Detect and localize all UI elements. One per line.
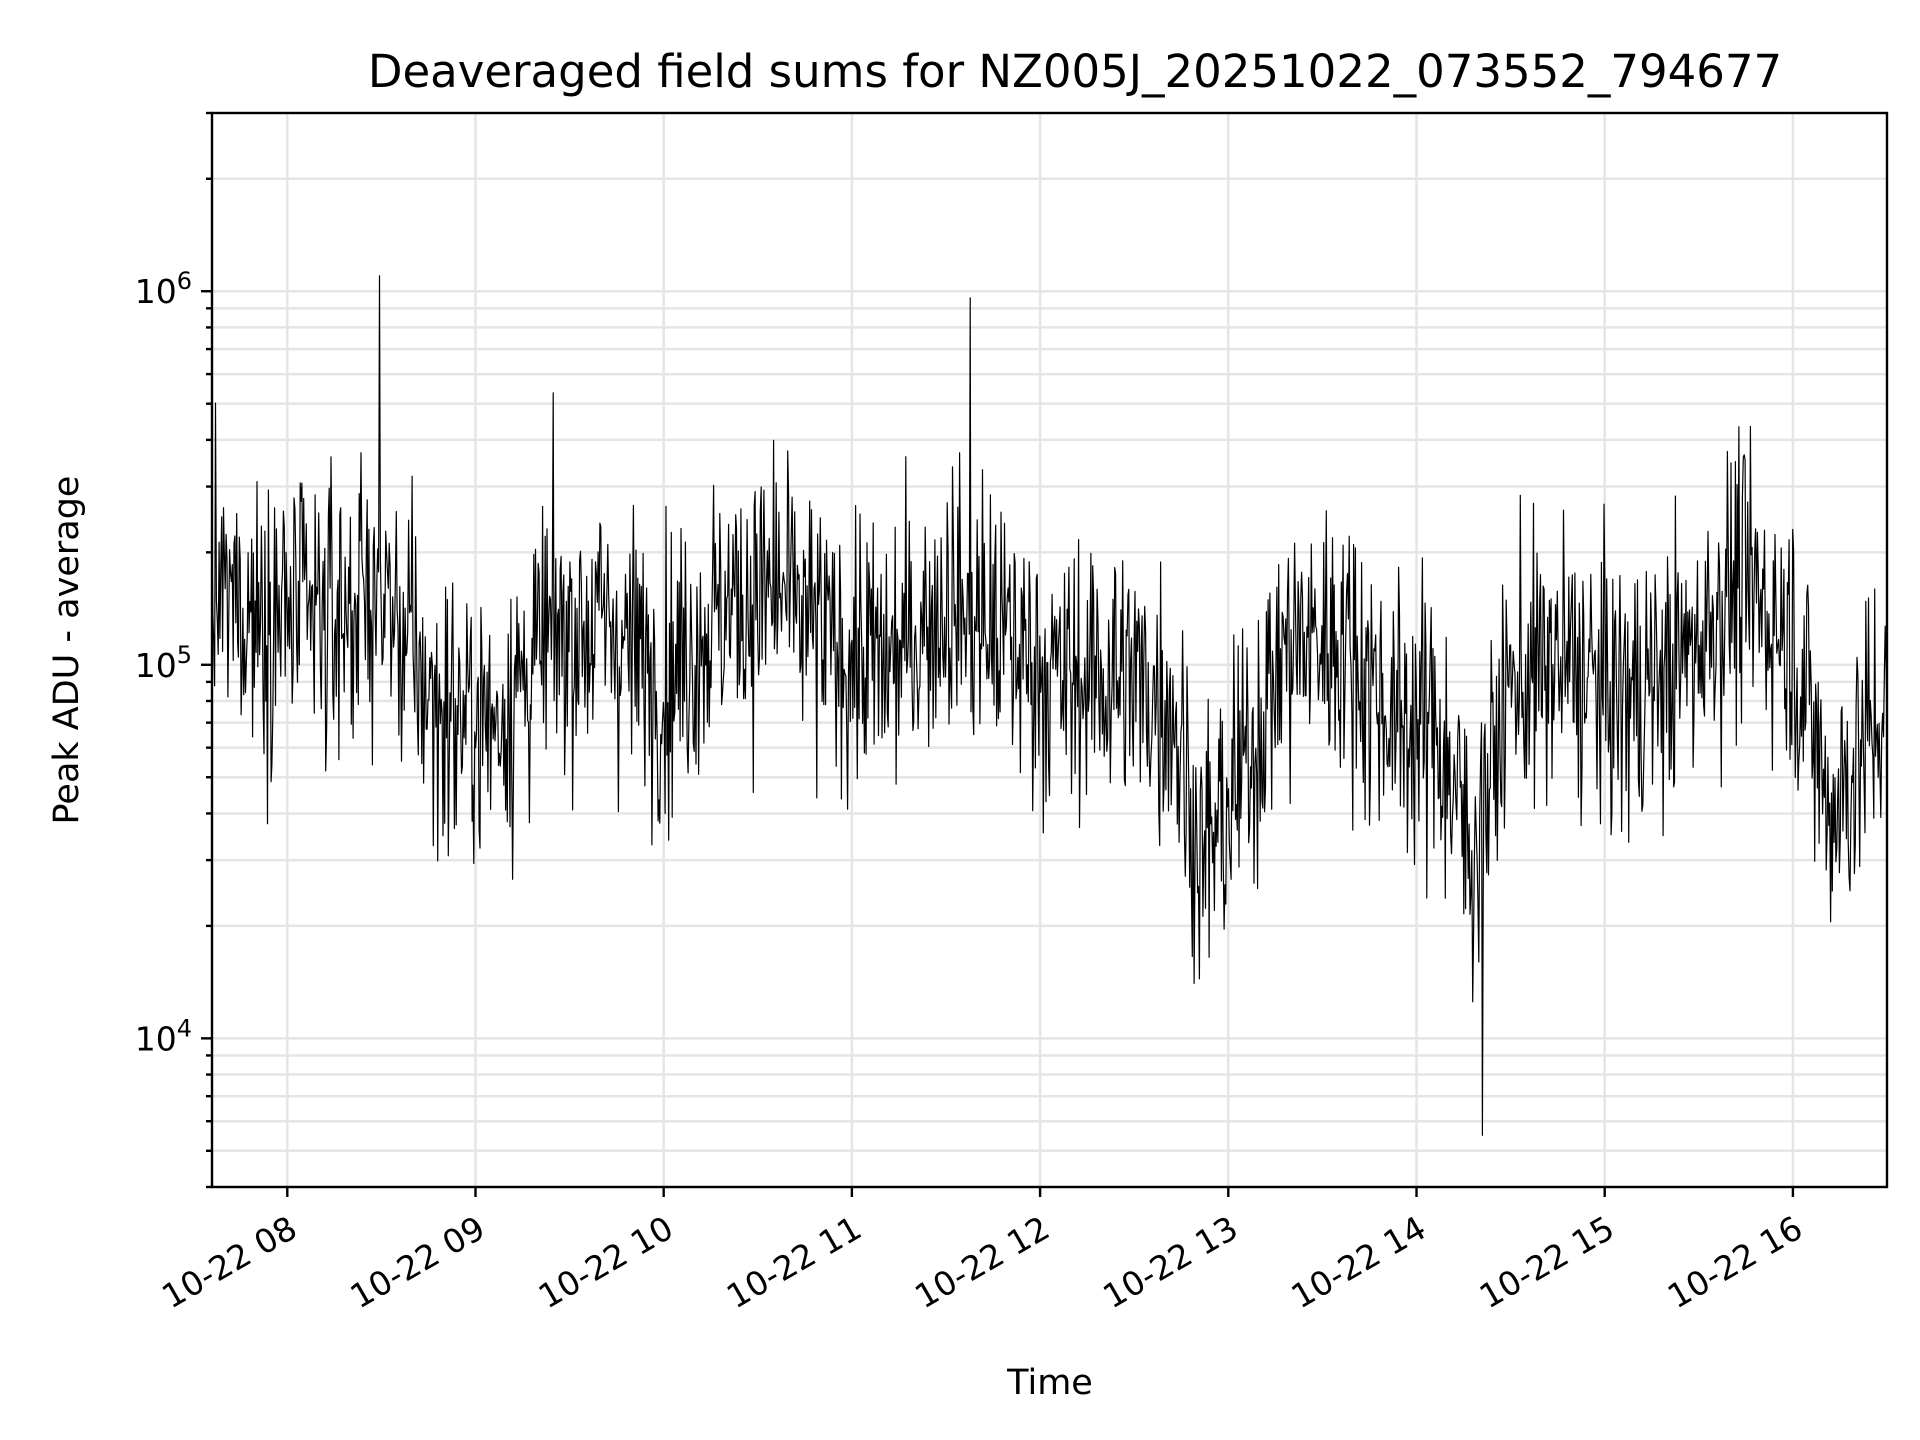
chart-title: Deaveraged field sums for NZ005J_2025102… (368, 45, 1782, 98)
x-tick-label: 10-22 14 (1284, 1208, 1432, 1316)
series-layer (212, 275, 1887, 1136)
x-tick-label: 10-22 10 (532, 1208, 680, 1316)
x-axis-label: Time (1006, 1363, 1093, 1403)
x-tick-label: 10-22 12 (908, 1208, 1056, 1316)
x-tick-label: 10-22 13 (1096, 1208, 1244, 1316)
x-tick-label: 10-22 11 (720, 1208, 868, 1316)
y-axis: 104 105 106 (135, 111, 212, 1189)
x-tick-label: 10-22 15 (1473, 1208, 1621, 1316)
x-tick-label: 10-22 16 (1661, 1208, 1809, 1316)
x-tick-label: 10-22 09 (343, 1208, 491, 1316)
x-tick-label: 10-22 08 (155, 1208, 303, 1316)
y-tick-label: 106 (135, 267, 192, 311)
x-axis: 10-22 08 10-22 09 10-22 10 10-22 11 10-22 12… (155, 1187, 1809, 1316)
y-tick-label: 105 (135, 641, 192, 685)
y-tick-label: 104 (135, 1014, 192, 1058)
series-line (212, 275, 1887, 1136)
plot-frame (210, 111, 1889, 1189)
y-axis-label: Peak ADU - average (47, 476, 87, 825)
